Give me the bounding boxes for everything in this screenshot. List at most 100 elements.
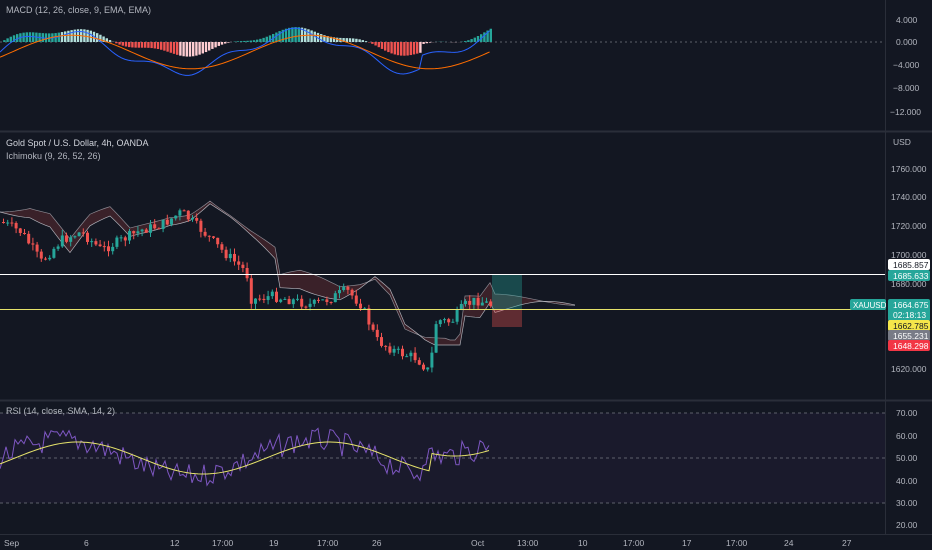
time-axis[interactable]: Sep 6 12 17:00 19 17:00 26 Oct 13:00 10 …: [4, 538, 852, 548]
macd-histogram-bar: [60, 32, 64, 42]
last-price-label-bg: [888, 299, 930, 321]
candle-body: [18, 228, 22, 233]
candle-body: [279, 299, 283, 302]
time-tick: 10: [578, 538, 588, 548]
macd-histogram-bar: [425, 42, 428, 44]
candle-body: [447, 319, 451, 323]
candle-body: [136, 231, 140, 234]
macd-histogram-bar: [16, 34, 19, 42]
macd-histogram-bar: [163, 42, 166, 51]
candle-body: [476, 297, 480, 306]
candle-body: [384, 345, 388, 347]
macd-histogram-bar: [64, 31, 67, 42]
macd-histogram-bar: [467, 40, 470, 42]
macd-histogram-bar: [390, 42, 393, 54]
rsi-legend[interactable]: RSI (14, close, SMA, 14, 2): [6, 406, 115, 416]
macd-histogram-bar: [9, 36, 12, 42]
macd-histogram-bar: [185, 42, 188, 57]
price-legend-title[interactable]: Gold Spot / U.S. Dollar, 4h, OANDA: [6, 138, 149, 148]
price-scale[interactable]: USD 1760.000 1740.000 1720.000 1700.000 …: [891, 137, 927, 374]
candle-body: [283, 298, 287, 300]
candle-body: [422, 364, 425, 370]
macd-histogram-bar: [249, 40, 252, 42]
yellow-label: 1662.785: [893, 321, 929, 331]
candle-body: [342, 286, 346, 291]
long-position-stop-zone[interactable]: [492, 309, 522, 327]
rsi-tick: 50.00: [896, 453, 918, 463]
red-label: 1648.298: [893, 341, 929, 351]
macd-histogram-bar: [259, 38, 262, 42]
macd-histogram-bar: [406, 42, 409, 56]
macd-histogram-bar: [182, 42, 185, 57]
long-position-target-zone[interactable]: [492, 274, 522, 309]
level-upper-label: 1685.857: [893, 260, 929, 270]
time-tick: 17:00: [623, 538, 645, 548]
candle-body: [363, 308, 367, 310]
candle-body: [459, 303, 463, 310]
candle-body: [212, 236, 215, 238]
macd-tick: −4.000: [893, 60, 920, 70]
candle-body: [401, 348, 404, 357]
candle-body: [81, 232, 85, 234]
macd-histogram-bar: [166, 42, 169, 52]
macd-histogram-bar: [134, 42, 137, 48]
candle-body: [338, 290, 341, 294]
macd-histogram-bar: [310, 30, 313, 42]
macd-histogram-bar: [396, 42, 400, 56]
time-tick: 6: [84, 538, 89, 548]
rsi-scale[interactable]: 70.00 60.00 50.00 40.00 30.00 20.00: [896, 408, 918, 530]
macd-histogram-bar: [160, 42, 163, 50]
candle-body: [371, 324, 375, 330]
candle-body: [170, 218, 173, 225]
candle-body: [123, 237, 127, 241]
time-tick: 13:00: [517, 538, 539, 548]
macd-histogram-bar: [256, 39, 259, 42]
macd-histogram-bar: [128, 42, 131, 48]
macd-pane: [0, 0, 885, 130]
macd-histogram-bar: [262, 37, 265, 42]
macd-histogram-bar: [204, 42, 208, 53]
candle-body: [14, 222, 18, 229]
candle-body: [237, 261, 241, 265]
candle-body: [291, 299, 295, 305]
candle-body: [203, 231, 207, 236]
candle-body: [333, 293, 337, 303]
candle-body: [266, 296, 270, 301]
candle-body: [178, 210, 182, 216]
macd-histogram-bar: [268, 35, 272, 42]
macd-histogram-bar: [358, 39, 361, 42]
macd-histogram-bar: [464, 41, 467, 42]
macd-histogram-bar: [300, 27, 304, 42]
candle-body: [39, 251, 43, 259]
candle-body: [367, 308, 371, 325]
macd-histogram-bar: [57, 32, 60, 42]
macd-histogram-bar: [224, 42, 227, 44]
macd-histogram-bar: [313, 31, 316, 42]
time-tick: 17:00: [212, 538, 234, 548]
macd-legend[interactable]: MACD (12, 26, close, 9, EMA, EMA): [6, 5, 151, 15]
macd-histogram-bar: [156, 42, 160, 50]
time-tick: 19: [269, 538, 279, 548]
candle-body: [44, 258, 47, 260]
rsi-tick: 30.00: [896, 498, 918, 508]
macd-histogram-bar: [342, 38, 345, 42]
macd-histogram-bar: [380, 42, 384, 49]
macd-histogram-bar: [192, 42, 195, 57]
macd-histogram-bar: [336, 37, 339, 42]
macd-histogram-bar: [332, 37, 336, 42]
candle-body: [77, 232, 81, 237]
macd-histogram-bar: [176, 42, 179, 55]
candle-body: [392, 348, 396, 353]
macd-price-scale[interactable]: 4.000 0.000 −4.000 −8.000 −12.000: [890, 15, 921, 117]
macd-histogram-bar: [278, 31, 281, 42]
candle-body: [182, 210, 186, 212]
ichimoku-legend[interactable]: Ichimoku (9, 26, 52, 26): [6, 151, 101, 161]
candle-body: [107, 246, 110, 252]
candle-body: [23, 232, 26, 234]
candle-body: [153, 224, 157, 229]
candle-body: [443, 319, 446, 321]
macd-histogram-bar: [489, 28, 492, 42]
candle-body: [119, 237, 123, 239]
rsi-tick: 60.00: [896, 431, 918, 441]
